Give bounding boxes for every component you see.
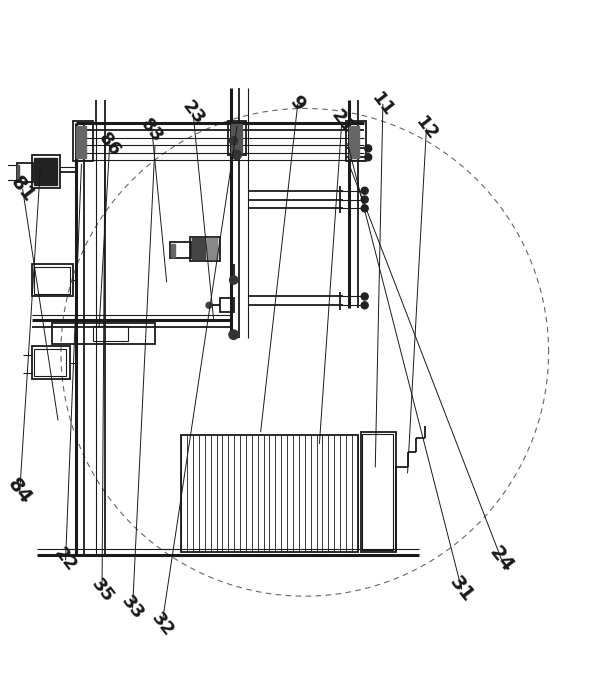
Bar bbox=[17, 163, 33, 182]
Text: 31: 31 bbox=[446, 572, 478, 606]
Circle shape bbox=[365, 154, 372, 161]
Text: 84: 84 bbox=[4, 475, 36, 508]
Bar bbox=[170, 242, 192, 258]
Bar bbox=[190, 236, 220, 261]
Bar bbox=[76, 126, 86, 159]
Circle shape bbox=[361, 196, 368, 203]
Text: 33: 33 bbox=[118, 592, 147, 623]
Text: 12: 12 bbox=[411, 113, 441, 144]
Circle shape bbox=[229, 276, 238, 284]
Circle shape bbox=[361, 302, 368, 309]
Bar bbox=[192, 238, 205, 260]
Circle shape bbox=[361, 205, 368, 212]
Text: 35: 35 bbox=[87, 575, 117, 606]
Text: 24: 24 bbox=[486, 543, 518, 576]
Circle shape bbox=[361, 187, 368, 194]
Bar bbox=[93, 326, 128, 341]
Bar bbox=[73, 122, 93, 161]
Bar bbox=[34, 350, 66, 376]
Text: 32: 32 bbox=[147, 609, 177, 640]
Bar bbox=[35, 159, 57, 185]
Circle shape bbox=[206, 302, 212, 308]
Bar bbox=[229, 122, 246, 155]
Bar bbox=[171, 244, 176, 256]
Bar bbox=[220, 298, 234, 313]
Bar bbox=[181, 435, 358, 552]
Bar bbox=[35, 267, 70, 293]
Text: 9: 9 bbox=[286, 93, 309, 115]
Text: 11: 11 bbox=[368, 89, 398, 120]
Bar bbox=[17, 166, 19, 179]
Bar bbox=[349, 126, 359, 159]
Bar bbox=[361, 431, 396, 552]
Bar bbox=[52, 323, 155, 344]
Bar bbox=[207, 238, 217, 260]
Bar bbox=[32, 264, 73, 297]
Bar bbox=[346, 122, 367, 161]
Text: 22: 22 bbox=[51, 544, 81, 575]
Circle shape bbox=[229, 330, 238, 339]
Bar bbox=[5, 165, 19, 180]
Circle shape bbox=[229, 137, 238, 145]
Text: 86: 86 bbox=[95, 129, 125, 160]
Circle shape bbox=[232, 150, 241, 159]
Bar bbox=[231, 124, 242, 153]
Text: 81: 81 bbox=[7, 173, 39, 206]
Bar bbox=[32, 155, 60, 188]
Text: 21: 21 bbox=[327, 106, 356, 137]
Text: 83: 83 bbox=[137, 115, 167, 146]
Circle shape bbox=[365, 145, 372, 152]
Bar bbox=[32, 346, 70, 379]
Bar bbox=[362, 434, 393, 550]
Circle shape bbox=[361, 293, 368, 300]
Text: 23: 23 bbox=[179, 98, 208, 128]
